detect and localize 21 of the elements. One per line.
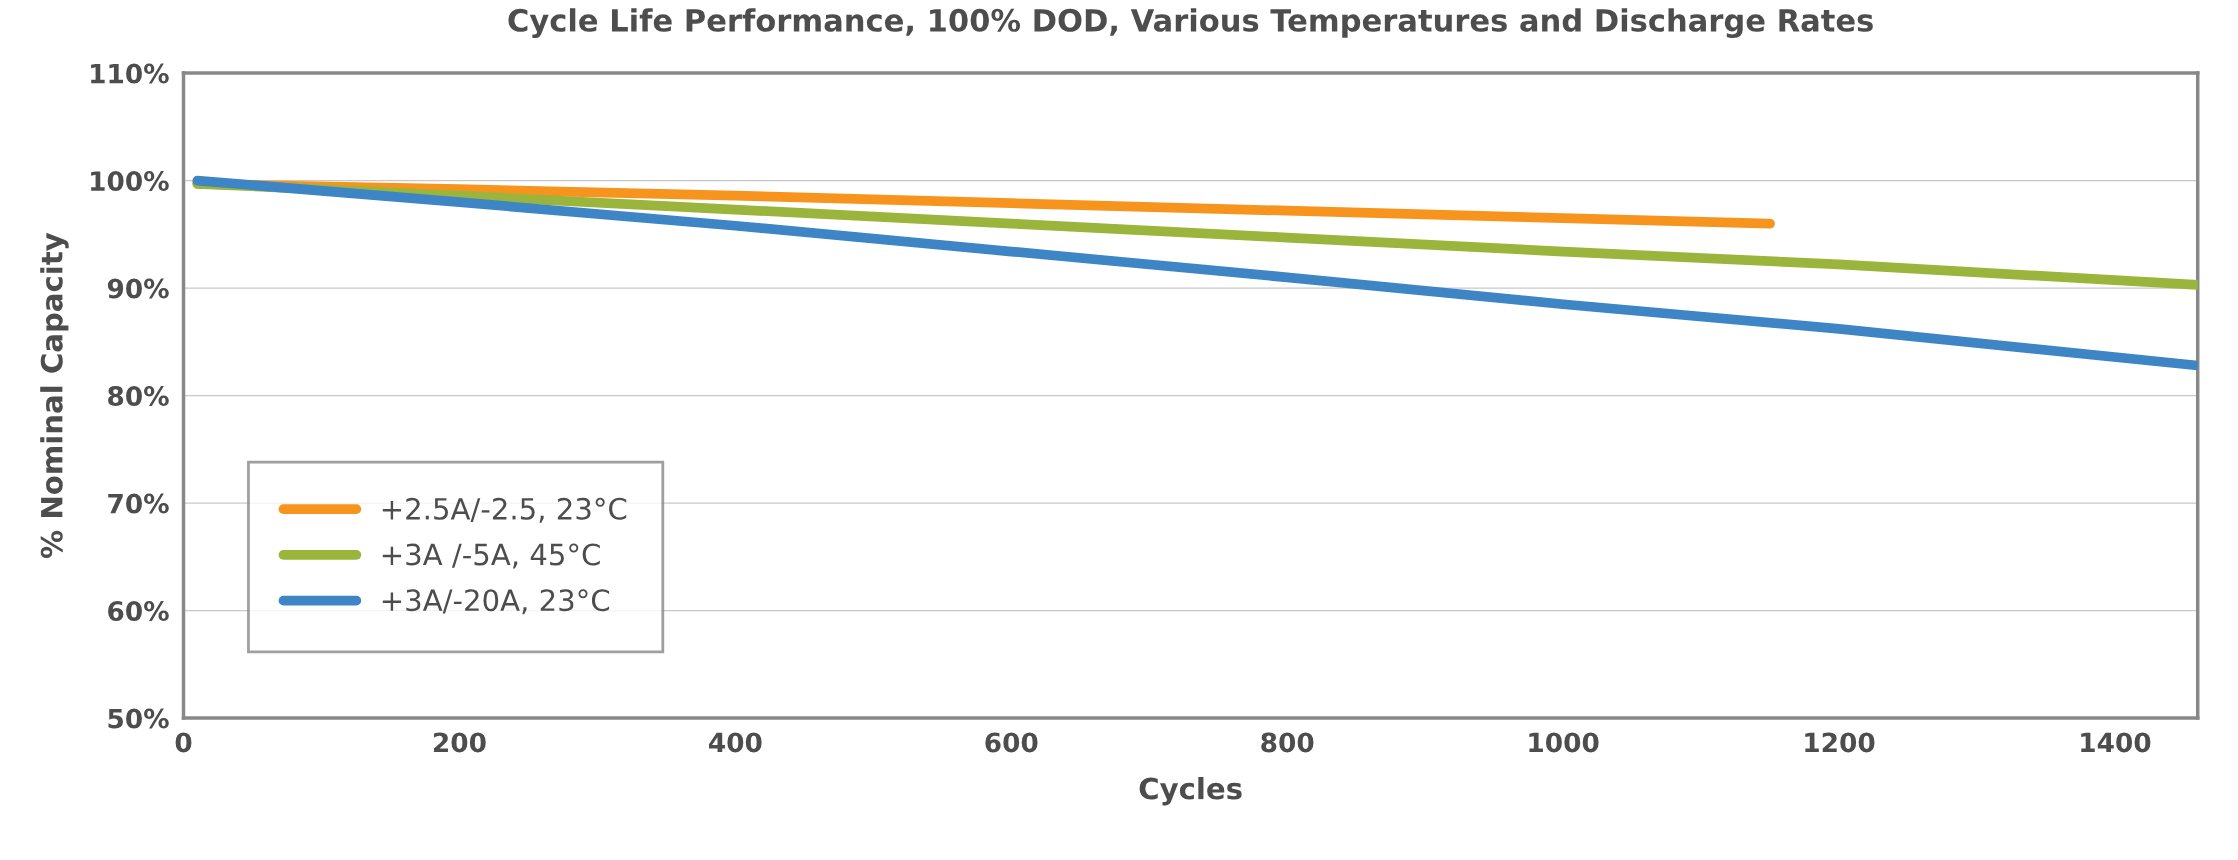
y-tick-label: 80% [108,386,169,406]
x-tick-label: 0 [175,732,192,753]
y-tick-label: 70% [108,493,169,514]
y-tick-label: 110% [91,63,169,84]
x-tick-label: 1200 [1805,732,1875,753]
x-axis-title: Cycles [1139,776,1242,806]
x-tick-label: 800 [1261,732,1314,753]
x-tick-label: 1400 [2081,732,2151,753]
y-tick-label: 90% [107,278,169,299]
legend-label: +3A/-20A, 23°C [382,589,610,615]
y-tick-label: 100% [91,171,169,191]
chart-title: Cycle Life Performance, 100% DOD, Various Temperatures and Discharge Rates [508,8,1873,39]
x-tick-label: 600 [985,732,1038,753]
y-axis-title: % Nominal Capacity [40,232,69,559]
x-tick-label: 400 [709,732,762,753]
x-tick-label: 200 [433,732,486,753]
y-tick-label: 60% [108,601,169,621]
legend-label: +2.5A/-2.5, 23°C [382,497,627,523]
y-tick-label: 50% [108,708,169,729]
x-tick-label: 1000 [1529,732,1599,753]
legend-label: +3A /-5A, 45°C [382,543,600,569]
